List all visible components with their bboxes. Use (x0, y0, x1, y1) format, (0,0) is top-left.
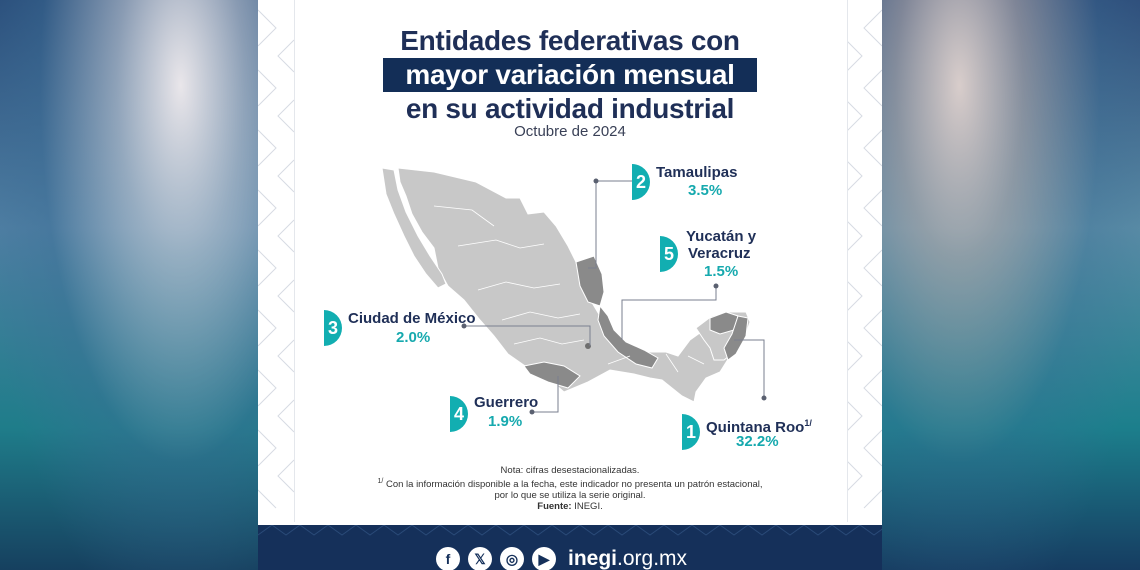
background-blur-left (0, 0, 258, 570)
note-line-3: por lo que se utiliza la serie original. (494, 490, 646, 502)
instagram-icon[interactable]: ◎ (500, 547, 524, 570)
callout-cdmx-name: Ciudad de México (348, 310, 476, 327)
title-line-3: en su actividad industrial (405, 93, 735, 124)
note-line-2: 1/ Con la información disponible a la fe… (354, 476, 786, 490)
leader-dots (461, 178, 767, 415)
callout-yucatan-value: 1.5% (704, 263, 739, 280)
rank-badge-3: 3 (324, 310, 342, 346)
source-value: INEGI. (574, 501, 603, 513)
callout-quintana-roo-label: Quintana Roo (706, 419, 805, 436)
pattern-right (846, 9, 882, 509)
title-line-2-text: mayor variación mensual (383, 58, 757, 92)
callout-cdmx-value: 2.0% (396, 329, 431, 346)
callout-guerrero-value: 1.9% (488, 413, 523, 430)
site-rest: .org.mx (617, 547, 688, 570)
rank-badge-1: 1 (682, 414, 700, 450)
callout-tamaulipas-name: Tamaulipas (656, 164, 738, 181)
x-icon[interactable]: 𝕏 (468, 547, 492, 570)
facebook-icon[interactable]: f (436, 547, 460, 570)
note-source: Fuente: INEGI. (354, 501, 786, 512)
source-label: Fuente: (537, 501, 572, 513)
state-veracruz (597, 304, 659, 369)
website-link[interactable]: inegi.org.mx (568, 547, 687, 570)
footer-pattern (258, 525, 882, 536)
leader-guerrero (532, 376, 559, 413)
site-bold: inegi (568, 547, 618, 570)
state-tamaulipas (575, 255, 605, 307)
infographic-card: Entidades federativas con mayor variació… (258, 0, 882, 570)
callout-guerrero-name: Guerrero (474, 394, 539, 411)
footer-bar: f 𝕏 ◎ ▶ inegi.org.mx (258, 525, 882, 570)
title-line-1: Entidades federativas con (400, 25, 740, 56)
note-line-2-text: Con la información disponible a la fecha… (385, 479, 763, 491)
leader-cdmx (464, 325, 591, 346)
rank-badge-2: 2 (632, 164, 650, 200)
note-line-2-mark: 1/ (377, 478, 384, 485)
leader-yucatan-veracruz (621, 286, 717, 340)
leader-quintana-roo (734, 339, 765, 398)
callout-yucatan-name-line2: Veracruz (688, 245, 751, 262)
title-line-2: mayor variación mensual (258, 58, 882, 92)
callout-tamaulipas-value: 3.5% (688, 182, 723, 199)
note-line-1: Nota: cifras desestacionalizadas. (500, 465, 640, 476)
subtitle-date: Octubre de 2024 (514, 123, 626, 140)
rank-badge-5: 5 (660, 236, 678, 272)
state-quintana-roo (723, 315, 749, 361)
callout-quintana-roo-name: Quintana Roo1/ (706, 414, 812, 437)
leader-tamaulipas (588, 180, 632, 269)
rank-badge-4: 4 (450, 396, 468, 432)
footer-links: f 𝕏 ◎ ▶ inegi.org.mx (436, 547, 687, 570)
state-guerrero (523, 361, 581, 389)
mexico-mainland (397, 167, 735, 403)
state-borders (433, 205, 705, 373)
mexico-map (381, 167, 767, 415)
youtube-icon[interactable]: ▶ (532, 547, 556, 570)
leader-lines (464, 180, 765, 413)
callout-yucatan-name-line1: Yucatán y (686, 228, 757, 245)
baja-california (381, 167, 447, 289)
background-blur-right (882, 0, 1140, 570)
footnote-mark: 1/ (804, 418, 812, 428)
notes-block: Nota: cifras desestacionalizadas. 1/ Con… (354, 465, 786, 512)
callout-quintana-roo-value: 32.2% (736, 433, 779, 450)
pattern-left (258, 9, 294, 509)
